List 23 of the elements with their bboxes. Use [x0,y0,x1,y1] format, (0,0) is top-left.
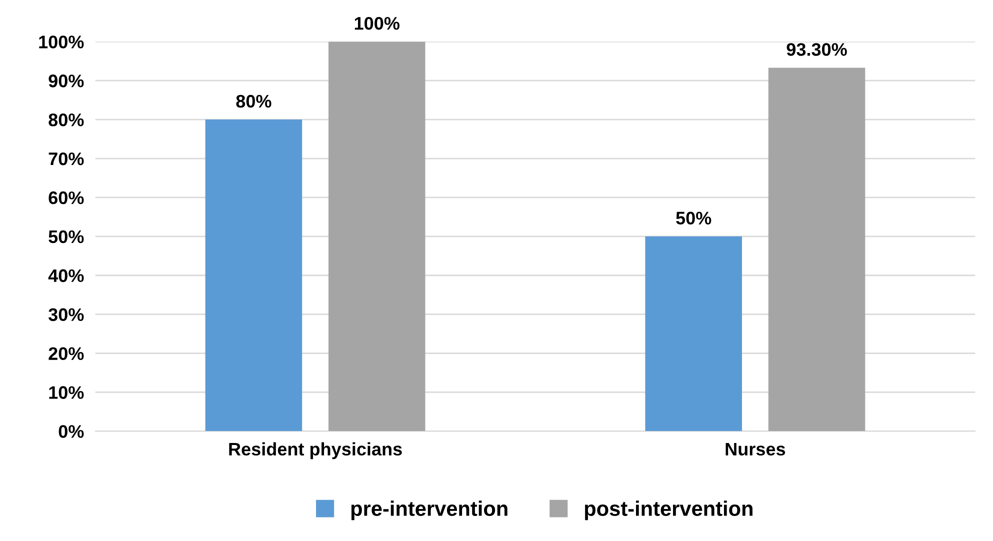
y-tick-label: 50% [48,230,84,244]
x-tick-label: Nurses [726,442,786,456]
bar [328,42,426,432]
y-tick-label: 0% [58,425,84,438]
y-tick-label: 90% [48,74,84,88]
y-tick-label: 10% [49,386,84,399]
data-label: 100% [354,16,400,30]
bar [768,68,866,432]
data-label: 80% [236,94,272,108]
legend-label: post-intervention [584,500,752,520]
legend-label: pre-intervention [351,500,508,520]
y-tick-label: 60% [48,191,84,204]
data-label: 93.30% [786,43,847,56]
y-tick-label: 30% [48,308,84,322]
bar [205,120,302,432]
y-tick-label: 80% [48,113,84,126]
y-tick-label: 20% [48,347,84,360]
x-tick-label: Resident physicians [229,442,402,460]
bar [645,236,742,432]
y-tick-label: 100% [39,36,84,48]
data-label: 50% [676,212,712,225]
y-tick-label: 70% [48,152,84,166]
y-tick-label: 40% [48,269,84,282]
